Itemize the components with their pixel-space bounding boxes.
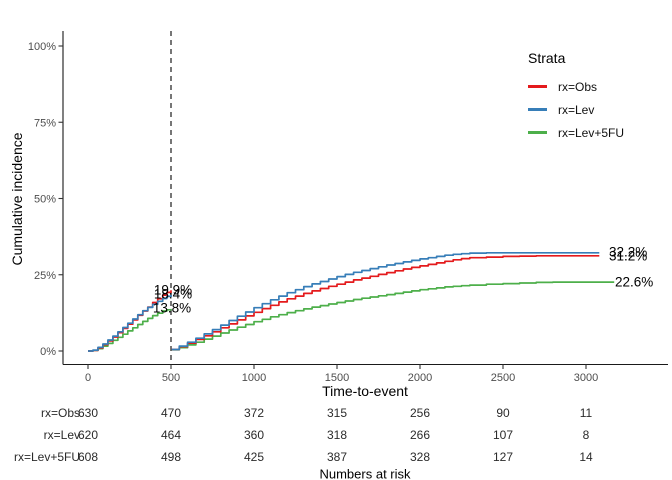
risk-count: 107 — [493, 428, 513, 442]
y-tick-label: 25% — [34, 270, 56, 282]
y-tick-label: 100% — [28, 41, 56, 53]
risk-count: 620 — [78, 428, 98, 442]
annotation-lev-end: 32.2% — [609, 244, 648, 260]
risk-count: 8 — [583, 428, 590, 442]
risk-table-caption: Numbers at risk — [319, 466, 411, 480]
legend-label-lev5fu: rx=Lev+5FU — [558, 125, 625, 140]
legend-label-obs: rx=Obs — [558, 79, 598, 94]
legend-line-swatch-obs — [528, 85, 547, 88]
annotation-obs-500: 19.9% — [153, 282, 193, 298]
annotation-lev5fu-end: 22.6% — [615, 273, 654, 289]
risk-count: 11 — [580, 406, 593, 420]
risk-count: 318 — [327, 428, 347, 442]
risk-row-label-obs: rx=Obs — [40, 406, 80, 420]
legend-label-lev: rx=Lev — [558, 102, 595, 117]
risk-count: 372 — [244, 406, 264, 420]
curve-rx-lev-seg0 — [88, 294, 172, 352]
risk-count: 630 — [78, 406, 98, 420]
legend-item-obs[interactable]: rx=Obs — [528, 75, 624, 98]
x-tick-label: 2000 — [408, 372, 432, 384]
risk-count: 14 — [579, 450, 593, 464]
y-axis-title: Cumulative incidence — [9, 132, 25, 266]
risk-count: 315 — [327, 406, 347, 420]
risk-count: 464 — [161, 428, 181, 442]
risk-count: 498 — [161, 450, 181, 464]
curve-rx-lev-seg1 — [171, 251, 600, 351]
annotation-lev-500: 18.4% — [153, 285, 193, 301]
risk-count: 470 — [161, 406, 181, 420]
risk-count: 266 — [410, 428, 430, 442]
x-axis-title: Time-to-event — [322, 383, 408, 399]
legend-title: Strata — [528, 50, 566, 66]
legend-item-lev5fu[interactable]: rx=Lev+5FU — [528, 121, 624, 144]
x-tick-label: 2500 — [491, 372, 515, 384]
x-tick-label: 0 — [85, 372, 91, 384]
x-tick-label: 3000 — [574, 372, 598, 384]
risk-row-label-lev5fu: rx=Lev+5FU — [13, 450, 80, 464]
x-tick-label: 500 — [162, 372, 180, 384]
y-tick-label: 50% — [34, 194, 56, 206]
risk-count: 387 — [327, 450, 347, 464]
y-tick-label: 0% — [40, 346, 56, 358]
curve-rx-obs-seg1 — [171, 254, 600, 351]
risk-count: 127 — [493, 450, 513, 464]
annotation-obs-end: 31.2% — [609, 247, 648, 263]
y-tick-label: 75% — [34, 117, 56, 129]
x-tick-label: 1000 — [242, 372, 266, 384]
risk-row-label-lev: rx=Lev — [43, 428, 80, 442]
curve-rx-lev-5fu-seg0 — [88, 308, 172, 352]
legend-line-swatch-lev — [528, 108, 547, 111]
risk-count: 425 — [244, 450, 264, 464]
risk-count: 328 — [410, 450, 430, 464]
legend-line-swatch-lev5fu — [528, 131, 547, 134]
risk-count: 360 — [244, 428, 264, 442]
legend-item-lev[interactable]: rx=Lev — [528, 98, 624, 121]
risk-count: 608 — [78, 450, 98, 464]
annotation-lev5fu-500: 13.8% — [152, 299, 192, 315]
curve-rx-lev-5fu-seg1 — [171, 281, 615, 351]
legend: Strata rx=Obs rx=Lev rx=Lev+5FU — [528, 50, 624, 144]
risk-count: 256 — [410, 406, 430, 420]
risk-count: 90 — [496, 406, 510, 420]
x-tick-label: 1500 — [325, 372, 349, 384]
